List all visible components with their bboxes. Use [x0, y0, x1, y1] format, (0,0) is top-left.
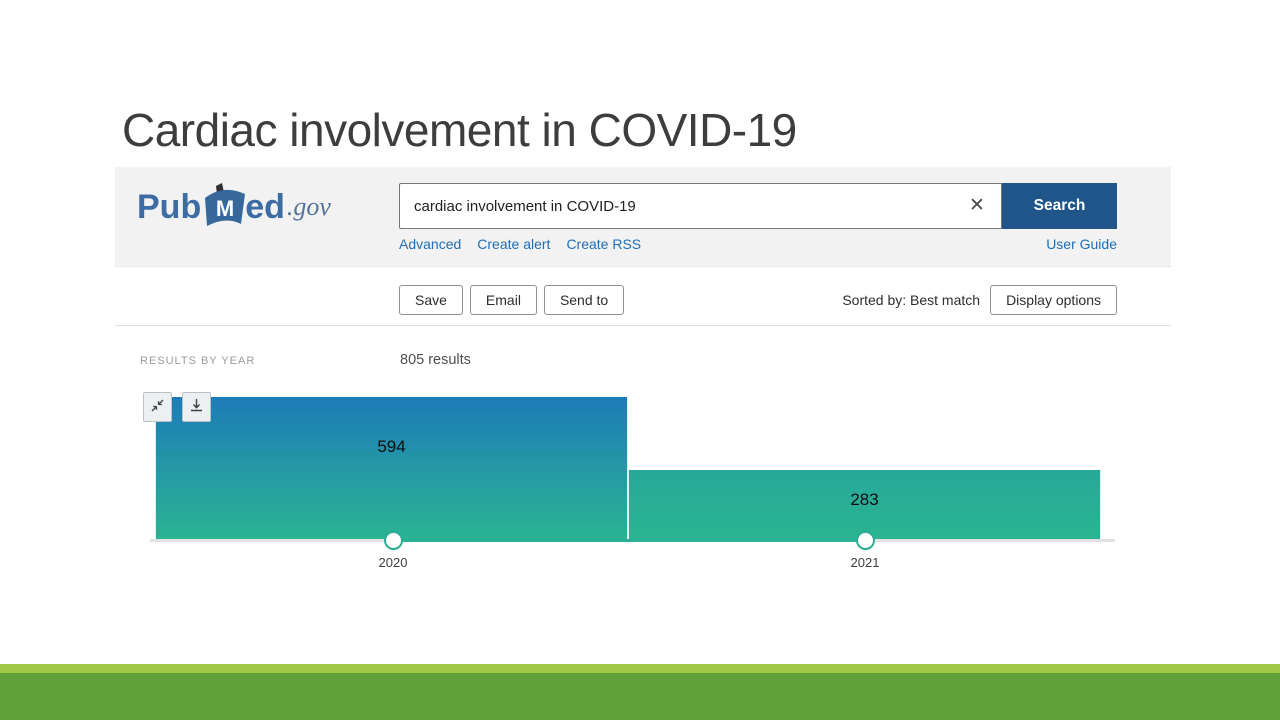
- sorted-by-control[interactable]: Sorted by: Best match: [842, 292, 981, 308]
- year-slider-handle-2020[interactable]: [384, 531, 403, 550]
- advanced-link[interactable]: Advanced: [399, 236, 462, 252]
- year-tick-2020: 2020: [378, 555, 408, 570]
- logo-text-gov: .gov: [286, 192, 331, 221]
- year-bar-2021[interactable]: 283: [628, 470, 1101, 539]
- send-to-button[interactable]: Send to: [543, 285, 625, 315]
- download-chart-button[interactable]: [182, 392, 211, 422]
- logo-text-ed: ed: [245, 187, 285, 226]
- search-button[interactable]: Search: [1002, 183, 1117, 229]
- year-slider-handle-2021[interactable]: [856, 531, 875, 550]
- email-button[interactable]: Email: [469, 285, 537, 315]
- year-bar-2020[interactable]: 594: [155, 397, 628, 539]
- logo-text-pub: Pub: [137, 187, 202, 226]
- collapse-chart-button[interactable]: [143, 392, 172, 422]
- user-guide-link[interactable]: User Guide: [1046, 236, 1117, 252]
- results-count: 805 results: [400, 352, 471, 368]
- collapse-icon: [150, 398, 165, 416]
- download-icon: [189, 398, 204, 416]
- section-divider: [115, 325, 1171, 326]
- pubmed-screenshot-panel: Pub M ed .gov ✕ Search Advanced Create a…: [115, 167, 1171, 587]
- results-toolbar: Save Email Send to: [399, 285, 625, 315]
- bar-value-2020: 594: [377, 437, 406, 456]
- pubmed-book-icon: M: [199, 182, 247, 232]
- year-slider-range: [393, 539, 865, 542]
- search-input[interactable]: [400, 184, 952, 228]
- search-links: Advanced Create alert Create RSS: [399, 236, 641, 252]
- display-options-button[interactable]: Display options: [990, 285, 1117, 315]
- create-rss-link[interactable]: Create RSS: [566, 236, 642, 252]
- clear-search-icon[interactable]: ✕: [953, 184, 1001, 228]
- pubmed-logo[interactable]: Pub M ed .gov: [137, 181, 331, 233]
- sort-toolbar: Sorted by: Best match Display options: [842, 285, 1117, 315]
- bar-value-2021: 283: [850, 490, 879, 509]
- slide-footer-bar: [0, 673, 1280, 720]
- results-by-year-label: RESULTS BY YEAR: [140, 355, 256, 367]
- year-tick-2021: 2021: [850, 555, 880, 570]
- create-alert-link[interactable]: Create alert: [477, 236, 551, 252]
- search-box: ✕: [399, 183, 1002, 229]
- slide-footer-stripe: [0, 664, 1280, 673]
- svg-text:M: M: [216, 196, 234, 221]
- page-title: Cardiac involvement in COVID-19: [122, 104, 797, 156]
- save-button[interactable]: Save: [399, 285, 463, 315]
